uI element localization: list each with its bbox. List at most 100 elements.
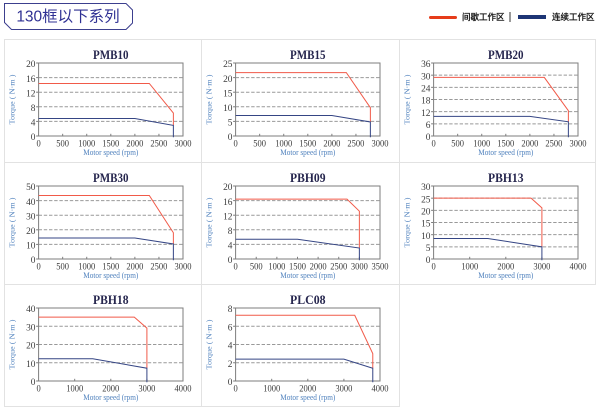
svg-text:1000: 1000 [275, 139, 292, 149]
svg-text:PMB10: PMB10 [93, 47, 129, 62]
svg-text:0: 0 [233, 139, 237, 149]
svg-text:10: 10 [26, 240, 35, 251]
svg-text:Motor speed (rpm): Motor speed (rpm) [478, 271, 533, 280]
svg-text:0: 0 [228, 132, 233, 143]
svg-text:Torque ( N·m ): Torque ( N·m ) [8, 74, 17, 125]
svg-text:15: 15 [421, 218, 430, 229]
svg-text:1500: 1500 [497, 139, 514, 149]
svg-text:0: 0 [36, 262, 40, 272]
svg-text:5: 5 [228, 118, 233, 129]
svg-text:40: 40 [26, 196, 35, 207]
svg-text:Motor speed (rpm): Motor speed (rpm) [280, 148, 335, 157]
svg-text:3000: 3000 [351, 262, 368, 272]
svg-text:0: 0 [233, 384, 237, 394]
svg-text:40: 40 [26, 304, 35, 315]
svg-text:0: 0 [426, 132, 431, 143]
svg-text:2: 2 [228, 358, 233, 369]
svg-text:PBH13: PBH13 [488, 169, 524, 184]
svg-text:8: 8 [228, 304, 233, 315]
svg-text:25: 25 [223, 59, 232, 70]
svg-text:2000: 2000 [126, 139, 143, 149]
svg-text:3000: 3000 [372, 139, 389, 149]
svg-text:PLC08: PLC08 [290, 291, 326, 306]
svg-text:1000: 1000 [461, 262, 478, 272]
svg-text:1000: 1000 [66, 384, 83, 394]
svg-text:6: 6 [228, 322, 233, 333]
svg-text:500: 500 [451, 139, 464, 149]
svg-text:0: 0 [228, 255, 233, 266]
svg-text:1500: 1500 [289, 262, 306, 272]
svg-text:PMB15: PMB15 [290, 47, 326, 62]
svg-text:500: 500 [250, 262, 263, 272]
svg-text:36: 36 [421, 59, 430, 70]
svg-text:500: 500 [56, 262, 69, 272]
svg-text:16: 16 [223, 196, 232, 207]
svg-text:4: 4 [228, 240, 233, 251]
svg-text:1000: 1000 [268, 262, 285, 272]
svg-text:20: 20 [26, 59, 35, 70]
svg-text:Torque ( N·m ): Torque ( N·m ) [205, 74, 214, 125]
svg-text:24: 24 [421, 84, 430, 95]
svg-text:2000: 2000 [521, 139, 538, 149]
svg-text:3000: 3000 [335, 384, 352, 394]
svg-text:8: 8 [31, 103, 36, 114]
svg-text:Motor speed (rpm): Motor speed (rpm) [280, 271, 335, 280]
svg-text:2000: 2000 [310, 262, 327, 272]
svg-text:2000: 2000 [126, 262, 143, 272]
svg-text:2500: 2500 [545, 139, 562, 149]
svg-text:2000: 2000 [323, 139, 340, 149]
svg-text:4000: 4000 [372, 384, 389, 394]
svg-text:Torque ( N·m ): Torque ( N·m ) [403, 196, 412, 247]
svg-text:Torque ( N·m ): Torque ( N·m ) [205, 318, 214, 369]
svg-text:1500: 1500 [299, 139, 316, 149]
svg-text:10: 10 [223, 103, 232, 114]
svg-text:PBH18: PBH18 [93, 291, 129, 306]
svg-text:20: 20 [223, 74, 232, 85]
svg-text:0: 0 [228, 377, 233, 388]
svg-text:10: 10 [421, 230, 430, 241]
svg-text:1000: 1000 [473, 139, 490, 149]
svg-text:Motor speed (rpm): Motor speed (rpm) [83, 148, 138, 157]
svg-text:12: 12 [26, 88, 35, 99]
svg-text:0: 0 [31, 377, 36, 388]
svg-text:0: 0 [36, 384, 40, 394]
svg-text:12: 12 [223, 211, 232, 222]
svg-text:PBH09: PBH09 [290, 169, 326, 184]
svg-text:4000: 4000 [570, 262, 587, 272]
svg-text:16: 16 [26, 74, 35, 85]
svg-text:0: 0 [31, 132, 36, 143]
svg-text:500: 500 [253, 139, 266, 149]
svg-text:Motor speed (rpm): Motor speed (rpm) [83, 271, 138, 280]
svg-text:3000: 3000 [533, 262, 550, 272]
svg-text:12: 12 [421, 108, 430, 119]
svg-text:3500: 3500 [372, 262, 389, 272]
svg-text:0: 0 [31, 255, 36, 266]
svg-text:15: 15 [223, 88, 232, 99]
svg-text:Motor speed (rpm): Motor speed (rpm) [280, 393, 335, 402]
svg-text:Motor speed (rpm): Motor speed (rpm) [478, 148, 533, 157]
svg-text:4: 4 [31, 118, 36, 129]
svg-text:1500: 1500 [102, 262, 119, 272]
svg-text:18: 18 [421, 96, 430, 107]
svg-text:Torque ( N·m ): Torque ( N·m ) [8, 318, 17, 369]
svg-text:Torque ( N·m ): Torque ( N·m ) [8, 196, 17, 247]
svg-text:0: 0 [431, 262, 435, 272]
svg-text:2500: 2500 [330, 262, 347, 272]
svg-text:Torque ( N·m ): Torque ( N·m ) [403, 74, 412, 125]
svg-text:20: 20 [26, 226, 35, 237]
svg-text:4: 4 [228, 340, 233, 351]
svg-text:30: 30 [26, 211, 35, 222]
svg-text:20: 20 [26, 340, 35, 351]
svg-text:1500: 1500 [102, 139, 119, 149]
svg-text:3000: 3000 [175, 139, 192, 149]
svg-text:4000: 4000 [175, 384, 192, 394]
svg-text:PMB20: PMB20 [488, 47, 524, 62]
svg-text:0: 0 [431, 139, 435, 149]
svg-text:8: 8 [228, 226, 233, 237]
svg-text:2500: 2500 [150, 139, 167, 149]
svg-text:2500: 2500 [347, 139, 364, 149]
svg-text:0: 0 [426, 255, 431, 266]
svg-text:130框以下系列: 130框以下系列 [16, 8, 119, 26]
svg-text:20: 20 [421, 206, 430, 217]
svg-text:50: 50 [26, 182, 35, 193]
